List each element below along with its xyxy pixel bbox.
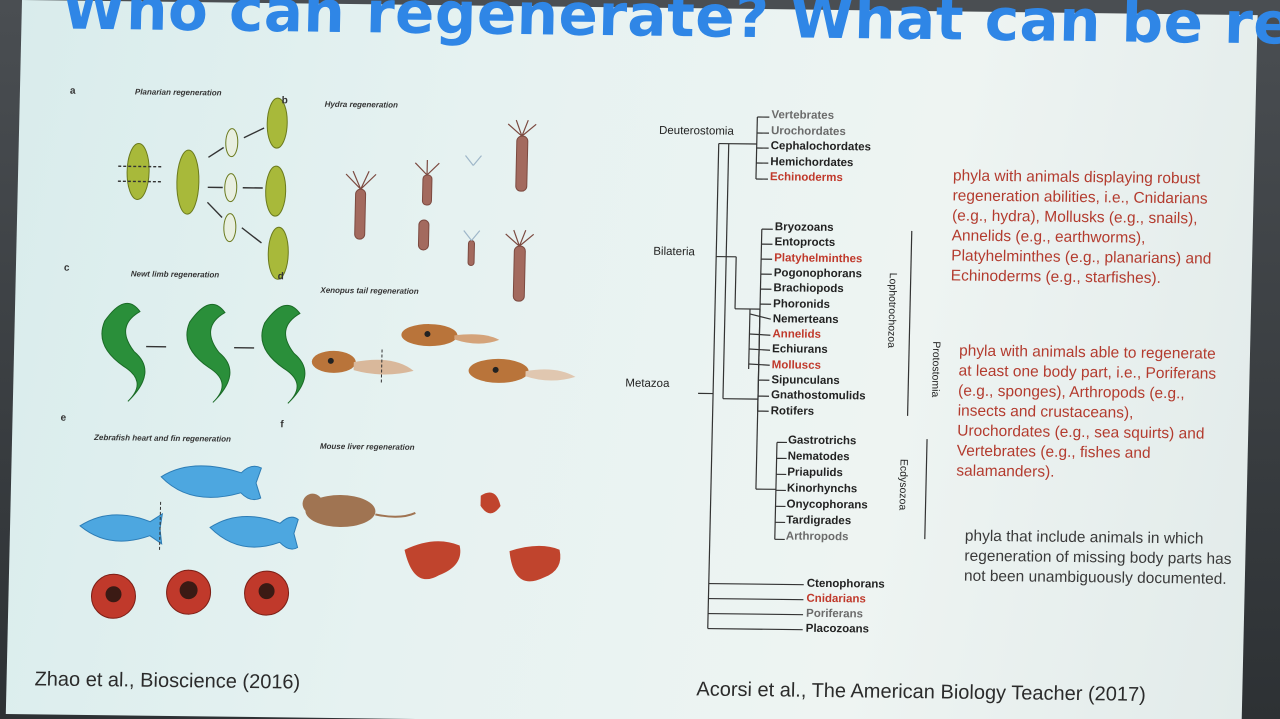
projected-slide: Who can regenerate? What can be regenera… [5, 0, 1280, 719]
taxon-gastrotrichs: Gastrotrichs [787, 434, 857, 448]
taxon-placozoans: Placozoans [805, 622, 870, 636]
taxon-ctenophorans: Ctenophorans [806, 577, 885, 591]
mouse-liver-drawings [302, 492, 561, 582]
taxon-vertebrates: Vertebrates [771, 109, 835, 122]
node-deuterostomia: Deuterostomia [658, 124, 734, 138]
taxon-gnathostomulids: Gnathostomulids [770, 389, 866, 403]
taxon-bryozoans: Bryozoans [774, 221, 834, 234]
taxon-rotifers: Rotifers [770, 404, 815, 418]
newt-drawings [101, 302, 306, 404]
panel-letter-b: b [281, 95, 288, 107]
taxon-priapulids: Priapulids [787, 466, 844, 480]
taxon-cnidarians: Cnidarians [806, 592, 866, 606]
taxon-nemerteans: Nemerteans [772, 313, 839, 326]
planarian-drawings [126, 97, 289, 280]
taxon-annelids: Annelids [772, 328, 822, 341]
node-protostomia: Protostomia [929, 341, 943, 398]
legend-partial-regeneration: phyla with animals able to regenerate at… [956, 342, 1217, 481]
taxon-kinorhynchs: Kinorhynchs [786, 482, 858, 496]
taxon-molluscs: Molluscs [771, 358, 822, 372]
legend-undocumented: phyla that include animals in which rege… [963, 527, 1232, 588]
taxon-phoronids: Phoronids [772, 297, 831, 311]
panel-caption-d: Xenopus tail regeneration [320, 285, 419, 296]
taxon-nematodes: Nematodes [787, 450, 850, 464]
taxon-hemichordates: Hemichordates [770, 155, 854, 169]
taxon-echinoderms: Echinoderms [769, 171, 843, 185]
legend-robust-regeneration: phyla with animals displaying robust reg… [950, 167, 1212, 287]
taxon-echiurans: Echiurans [771, 343, 828, 357]
panel-letter-c: c [63, 262, 70, 274]
node-ecdysozoa: Ecdysozoa [896, 458, 910, 511]
slide-title: Who can regenerate? What can be regenera… [61, 0, 1280, 63]
panel-letter-e: e [60, 412, 67, 424]
node-lophotrochozoa: Lophotrochozoa [885, 272, 899, 349]
panel-caption-e: Zebrafish heart and fin regeneration [93, 432, 232, 444]
taxon-entoprocts: Entoprocts [774, 236, 836, 250]
phylogenetic-tree-lines [698, 116, 940, 631]
citation-left: Zhao et al., Bioscience (2016) [34, 668, 301, 694]
taxon-arthropods: Arthropods [785, 530, 849, 544]
taxon-brachiopods: Brachiopods [773, 282, 844, 296]
citation-right: Acorsi et al., The American Biology Teac… [696, 678, 1147, 706]
taxon-urochordates: Urochordates [770, 124, 846, 138]
panel-letter-f: f [280, 419, 284, 431]
taxon-platyhelminthes: Platyhelminthes [774, 251, 863, 265]
tadpole-drawings [311, 324, 576, 383]
panel-letter-a: a [69, 85, 76, 97]
taxon-pogonophorans: Pogonophorans [773, 267, 863, 281]
taxon-poriferans: Poriferans [805, 607, 864, 621]
panel-caption-f: Mouse liver regeneration [319, 441, 415, 452]
node-bilateria: Bilateria [653, 245, 695, 259]
taxon-sipunculans: Sipunculans [771, 374, 840, 388]
taxon-onycophorans: Onycophorans [786, 498, 868, 512]
panel-caption-c: Newt limb regeneration [130, 269, 220, 280]
panel-letter-d: d [277, 271, 284, 283]
node-metazoa: Metazoa [625, 377, 670, 391]
panel-caption-a: Planarian regeneration [134, 87, 222, 98]
taxon-tardigrades: Tardigrades [786, 514, 852, 528]
zebrafish-drawings [79, 465, 299, 550]
hydra-drawings [354, 135, 529, 302]
panel-caption-b: Hydra regeneration [324, 99, 399, 110]
regeneration-figure [79, 97, 576, 619]
taxon-cephalochordates: Cephalochordates [770, 140, 872, 154]
